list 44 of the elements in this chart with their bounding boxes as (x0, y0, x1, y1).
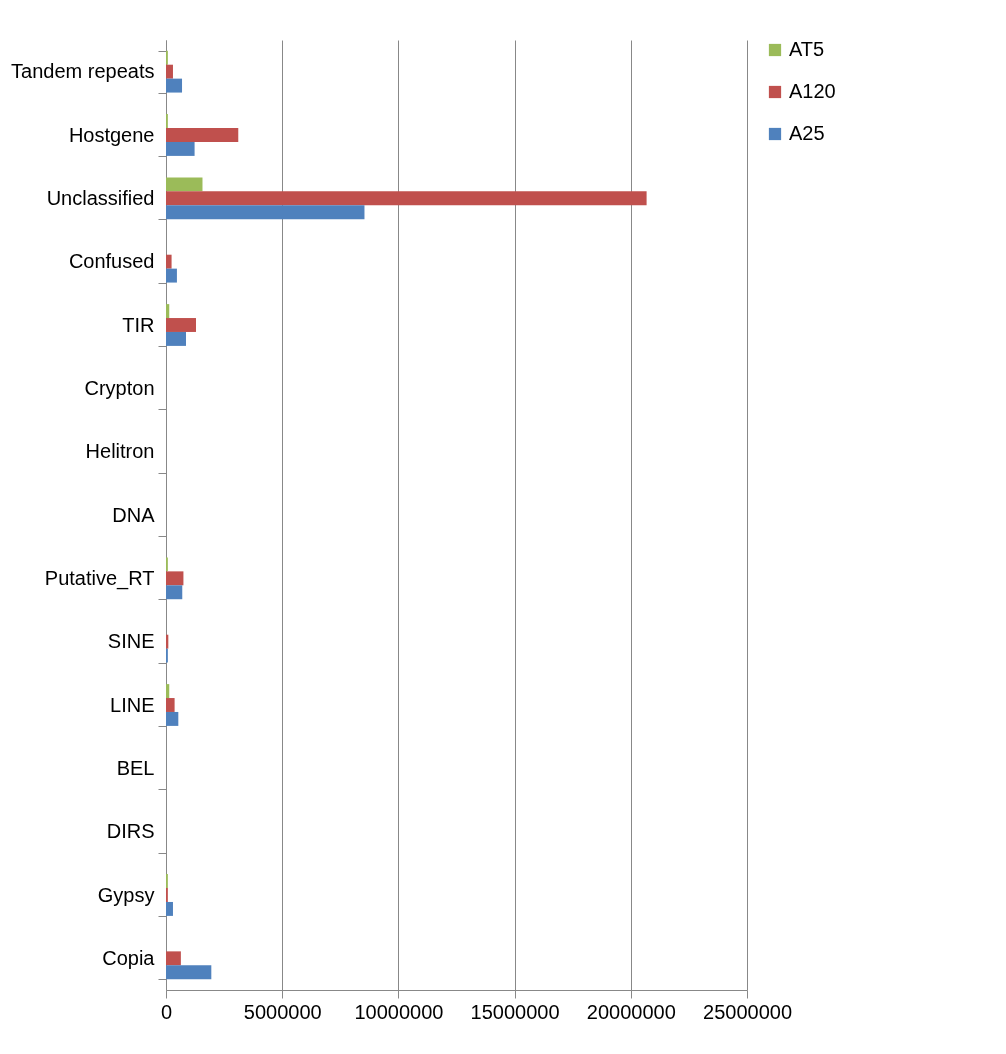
bar (166, 698, 175, 712)
legend-label: A120 (789, 80, 836, 102)
bar (166, 254, 172, 269)
bar (166, 268, 177, 283)
x-tick-label: 15000000 (470, 1000, 560, 1023)
bar (166, 585, 183, 600)
bar (166, 177, 203, 192)
x-tick-label: 25000000 (703, 1000, 792, 1023)
legend-label: A25 (789, 122, 825, 144)
bar (166, 331, 186, 346)
bar (166, 684, 170, 699)
y-tick-label: Hostgene (68, 123, 155, 146)
y-tick-label: DNA (112, 503, 156, 526)
bar (166, 205, 365, 220)
y-tick-label: BEL (116, 756, 155, 779)
y-tick-label: DIRS (106, 820, 155, 843)
bar (166, 571, 184, 586)
bar (166, 64, 173, 79)
bar (166, 951, 181, 966)
y-tick-label: Copia (102, 946, 156, 969)
bar (166, 141, 195, 156)
y-tick-label: TIR (122, 313, 155, 336)
y-tick-label: Tandem repeats (11, 60, 155, 83)
bar (166, 128, 239, 142)
bar (166, 901, 173, 916)
y-tick-label: Unclassified (46, 186, 155, 209)
x-tick-label: 0 (160, 1000, 173, 1023)
y-tick-label: Putative_RT (44, 566, 155, 590)
x-tick-label: 5000000 (243, 1000, 322, 1023)
bar (166, 191, 647, 206)
legend-label: AT5 (789, 38, 825, 60)
x-tick-label: 20000000 (586, 1000, 676, 1023)
bar (166, 318, 196, 332)
y-tick-label: LINE (110, 693, 155, 716)
y-tick-label: Crypton (84, 376, 155, 399)
bar (166, 78, 183, 93)
bar (166, 304, 170, 319)
bar (166, 711, 179, 726)
y-tick-label: Confused (68, 250, 155, 273)
y-tick-label: Gypsy (97, 883, 155, 906)
y-tick-label: Helitron (85, 440, 155, 463)
bar (166, 965, 212, 980)
y-tick-label: SINE (107, 630, 155, 653)
x-tick-label: 10000000 (354, 1000, 444, 1023)
